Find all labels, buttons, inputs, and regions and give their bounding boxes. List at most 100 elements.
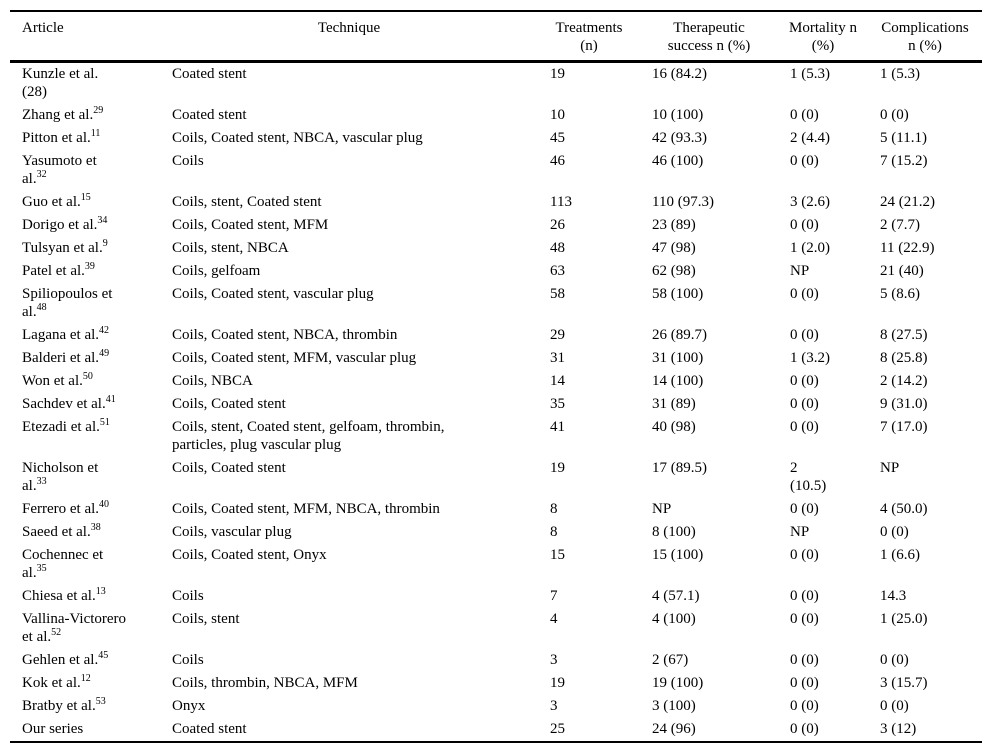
technique-cell: Coils, stent, Coated stent bbox=[160, 191, 538, 214]
treatments-cell: 15 bbox=[538, 544, 640, 585]
article-cell: Gehlen et al.45 bbox=[10, 649, 160, 672]
column-header-technique-line1: Technique bbox=[317, 20, 381, 36]
complications-cell: 1 (6.6) bbox=[868, 544, 982, 585]
complications-cell-text: 1 (5.3) bbox=[880, 66, 920, 82]
complications-cell-text: 1 (25.0) bbox=[880, 611, 928, 627]
column-header-complications-line2: n (%) bbox=[908, 38, 942, 54]
mortality-cell: NP bbox=[778, 260, 868, 283]
treatments-cell: 10 bbox=[538, 104, 640, 127]
citation-reference-superscript: 52 bbox=[51, 627, 62, 638]
complications-cell: 0 (0) bbox=[868, 649, 982, 672]
complications-cell: 11 (22.9) bbox=[868, 237, 982, 260]
therapeutic-success-cell: 24 (96) bbox=[640, 718, 778, 742]
table-row: Gehlen et al.45 Coils 3 2 (67) 0 (0) 0 (0) bbox=[10, 649, 982, 672]
therapeutic-success-cell: 26 (89.7) bbox=[640, 324, 778, 347]
mortality-cell-text: 0 (0) bbox=[790, 286, 819, 302]
column-header-article-line1: Article bbox=[22, 20, 64, 36]
article-cell: Pitton et al.11 bbox=[10, 127, 160, 150]
technique-cell-text: Coils bbox=[172, 153, 204, 169]
mortality-cell-text: 0 (0) bbox=[790, 611, 819, 627]
article-cell: Patel et al.39 bbox=[10, 260, 160, 283]
technique-cell: Coils, NBCA bbox=[160, 370, 538, 393]
therapeutic-success-cell: 2 (67) bbox=[640, 649, 778, 672]
technique-cell: Coils bbox=[160, 585, 538, 608]
complications-cell: 1 (5.3) bbox=[868, 62, 982, 105]
technique-cell: Coils, thrombin, NBCA, MFM bbox=[160, 672, 538, 695]
technique-cell-text: Coils, Coated stent, MFM, NBCA, thrombin bbox=[172, 501, 440, 517]
mortality-cell: 0 (0) bbox=[778, 498, 868, 521]
article-cell-text: Vallina-Victorero et al. bbox=[22, 611, 127, 645]
article-cell: Won et al.50 bbox=[10, 370, 160, 393]
technique-cell-text: Coils bbox=[172, 652, 204, 668]
mortality-cell: 0 (0) bbox=[778, 104, 868, 127]
mortality-cell-text: 3 (2.6) bbox=[790, 194, 830, 210]
therapeutic-success-cell: 8 (100) bbox=[640, 521, 778, 544]
article-cell: Lagana et al.42 bbox=[10, 324, 160, 347]
treatments-cell: 25 bbox=[538, 718, 640, 742]
citation-reference-superscript: 29 bbox=[93, 105, 104, 116]
complications-cell-text: 3 (12) bbox=[880, 721, 917, 737]
technique-cell: Coils, stent bbox=[160, 608, 538, 649]
mortality-cell-text: 2 (10.5) bbox=[790, 460, 827, 494]
table-row: Sachdev et al.41 Coils, Coated stent 35 31 … bbox=[10, 393, 982, 416]
article-cell-text: Won et al. bbox=[22, 373, 83, 389]
technique-cell-text: Coils bbox=[172, 588, 204, 604]
complications-cell-text: 9 (31.0) bbox=[880, 396, 928, 412]
treatments-cell-text: 15 bbox=[550, 547, 565, 563]
technique-cell-text: Coils, vascular plug bbox=[172, 524, 292, 540]
therapeutic-success-cell-text: 19 (100) bbox=[652, 675, 704, 691]
treatments-cell-text: 29 bbox=[550, 327, 565, 343]
mortality-cell: 1 (3.2) bbox=[778, 347, 868, 370]
column-header-mortality-line2: (%) bbox=[811, 38, 835, 54]
article-cell-text: Gehlen et al. bbox=[22, 652, 99, 668]
table-row: Dorigo et al.34 Coils, Coated stent, MFM 2… bbox=[10, 214, 982, 237]
citation-reference-superscript: 45 bbox=[98, 650, 109, 661]
article-cell-text: Zhang et al. bbox=[22, 107, 94, 123]
mortality-cell-text: 0 (0) bbox=[790, 153, 819, 169]
citation-reference-superscript: 33 bbox=[36, 476, 47, 487]
complications-cell: 3 (15.7) bbox=[868, 672, 982, 695]
complications-cell: 1 (25.0) bbox=[868, 608, 982, 649]
table-row: Lagana et al.42 Coils, Coated stent, NBCA… bbox=[10, 324, 982, 347]
therapeutic-success-cell: 31 (100) bbox=[640, 347, 778, 370]
table-row: Kok et al.12 Coils, thrombin, NBCA, MFM 19… bbox=[10, 672, 982, 695]
treatments-cell-text: 3 bbox=[550, 652, 558, 668]
treatments-cell-text: 35 bbox=[550, 396, 565, 412]
literature-review-table-container: Article Technique Treatments (n) Therape… bbox=[10, 10, 982, 743]
mortality-cell-text: 1 (2.0) bbox=[790, 240, 830, 256]
therapeutic-success-cell: 23 (89) bbox=[640, 214, 778, 237]
mortality-cell: 0 (0) bbox=[778, 214, 868, 237]
complications-cell: 0 (0) bbox=[868, 695, 982, 718]
article-cell-text: Dorigo et al. bbox=[22, 217, 98, 233]
treatments-cell-text: 14 bbox=[550, 373, 565, 389]
article-cell: Zhang et al.29 bbox=[10, 104, 160, 127]
mortality-cell: 0 (0) bbox=[778, 695, 868, 718]
mortality-cell: 0 (0) bbox=[778, 718, 868, 742]
technique-cell-text: Onyx bbox=[172, 698, 206, 714]
article-cell: Kunzle et al. (28) bbox=[10, 62, 160, 105]
treatments-cell: 46 bbox=[538, 150, 640, 191]
article-cell: Yasumoto et al.32 bbox=[10, 150, 160, 191]
therapeutic-success-cell-text: 23 (89) bbox=[652, 217, 696, 233]
article-cell: Guo et al.15 bbox=[10, 191, 160, 214]
complications-cell: 2 (14.2) bbox=[868, 370, 982, 393]
technique-cell-text: Coated stent bbox=[172, 107, 247, 123]
therapeutic-success-cell-text: 4 (100) bbox=[652, 611, 696, 627]
treatments-cell-text: 19 bbox=[550, 460, 565, 476]
mortality-cell-text: 0 (0) bbox=[790, 721, 819, 737]
treatments-cell-text: 25 bbox=[550, 721, 565, 737]
article-cell-text: Lagana et al. bbox=[22, 327, 100, 343]
article-cell-text: Our series bbox=[22, 721, 84, 737]
therapeutic-success-cell-text: 58 (100) bbox=[652, 286, 704, 302]
mortality-cell: 3 (2.6) bbox=[778, 191, 868, 214]
mortality-cell-text: 0 (0) bbox=[790, 652, 819, 668]
complications-cell-text: 0 (0) bbox=[880, 524, 909, 540]
therapeutic-success-cell: 4 (100) bbox=[640, 608, 778, 649]
article-cell-text: Cochennec et al. bbox=[22, 547, 104, 581]
table-row: Balderi et al.49 Coils, Coated stent, MFM… bbox=[10, 347, 982, 370]
therapeutic-success-cell: 4 (57.1) bbox=[640, 585, 778, 608]
therapeutic-success-cell-text: 2 (67) bbox=[652, 652, 689, 668]
complications-cell: 8 (25.8) bbox=[868, 347, 982, 370]
treatments-cell: 14 bbox=[538, 370, 640, 393]
technique-cell-text: Coils, Coated stent, NBCA, vascular plug bbox=[172, 130, 423, 146]
